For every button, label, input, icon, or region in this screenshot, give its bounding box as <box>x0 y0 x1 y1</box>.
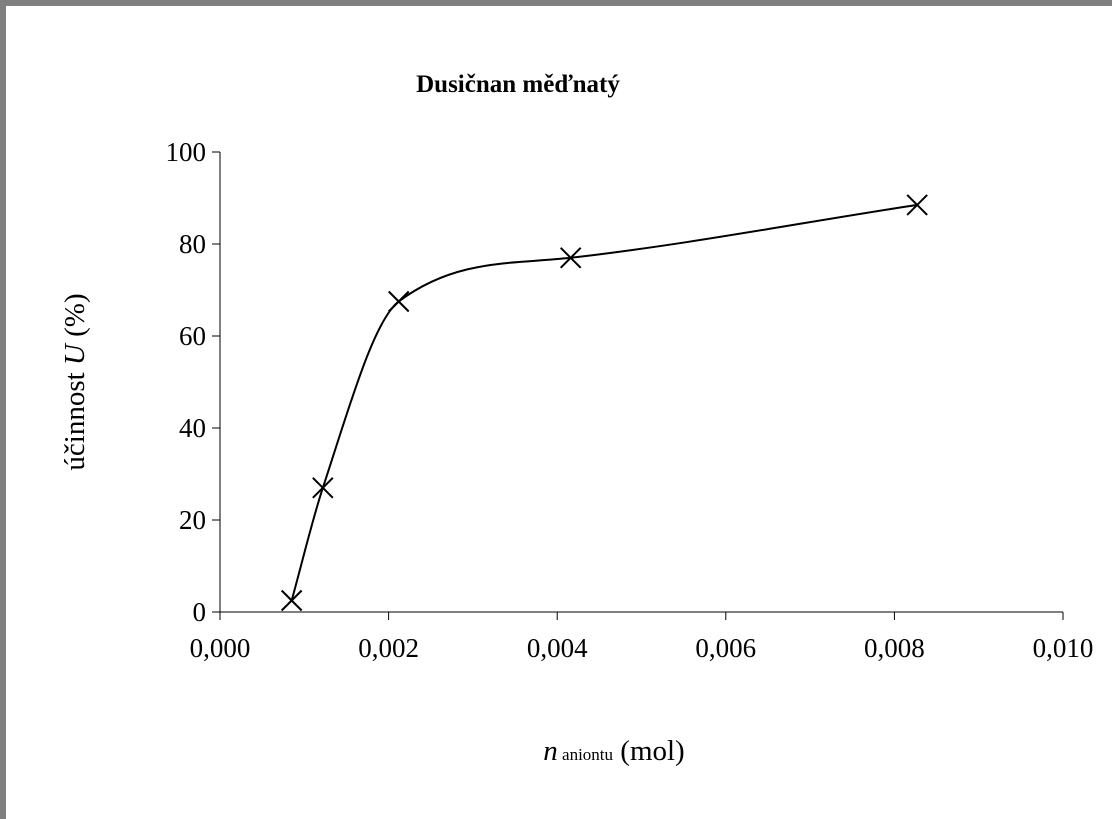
x-tick-label: 0,002 <box>358 633 419 663</box>
x-tick-label: 0,004 <box>527 633 588 663</box>
x-axis-label: n aniontu (mol) <box>543 735 684 767</box>
x-tick-label: 0,000 <box>190 633 251 663</box>
data-point-marker <box>388 290 410 313</box>
data-point-marker <box>280 589 303 612</box>
y-ticks: 0 20 40 60 80 100 <box>166 137 220 627</box>
series-line <box>290 203 918 601</box>
y-tick-label: 0 <box>193 597 207 627</box>
x-tick-label: 0,006 <box>695 633 756 663</box>
series-markers <box>280 194 928 612</box>
x-tick-label: 0,010 <box>1033 633 1094 663</box>
data-point-marker <box>312 477 334 499</box>
y-tick-label: 40 <box>179 413 206 443</box>
x-ticks: 0,000 0,002 0,004 0,006 0,008 0,010 <box>190 612 1094 663</box>
y-tick-label: 100 <box>166 137 207 167</box>
axes <box>219 152 1063 613</box>
chart-title: Dusičnan měďnatý <box>416 71 620 98</box>
y-axis-label: účinnost U (%) <box>59 293 91 470</box>
x-tick-label: 0,008 <box>864 633 925 663</box>
y-tick-label: 20 <box>179 505 206 535</box>
data-point-marker <box>559 247 582 269</box>
y-tick-label: 80 <box>179 229 206 259</box>
y-tick-label: 60 <box>179 321 206 351</box>
data-point-marker <box>906 194 928 216</box>
